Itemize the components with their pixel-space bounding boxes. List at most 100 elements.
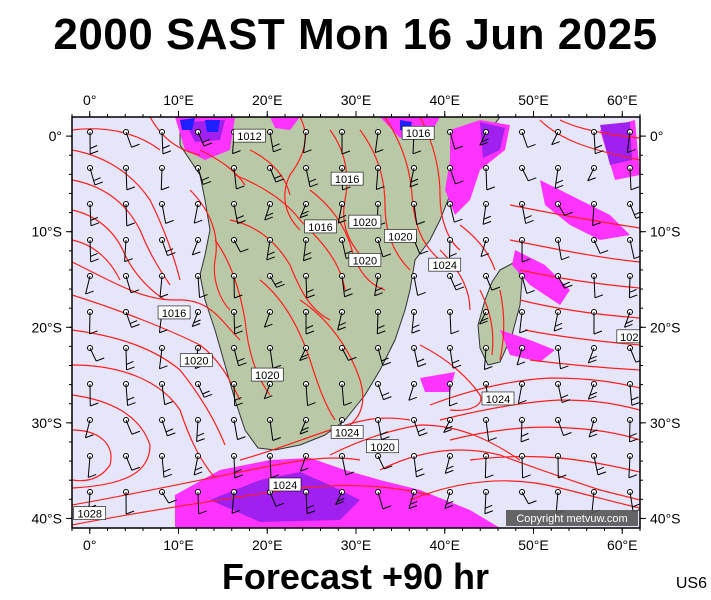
wind-barb [591,201,601,227]
wind-barb-layer [84,129,640,515]
wind-barb [123,309,140,328]
lon-label-top: 60°E [607,92,638,108]
wind-barb [516,345,526,366]
wind-barb [447,129,464,150]
isobar-label: 1016 [304,219,337,234]
wind-barb [480,237,490,258]
wind-barb [159,129,172,155]
wind-barb [624,309,634,328]
wind-barb [591,129,604,155]
wind-barb [519,129,536,148]
lon-label-bottom: 30°E [341,537,372,553]
wind-barb [231,165,245,190]
wind-barb [231,489,241,514]
wind-barb [375,381,392,401]
wind-barb [87,345,105,362]
isobar-label: 1020 [384,229,417,243]
svg-text:1020: 1020 [255,370,279,382]
wind-barb [519,273,535,294]
wind-barb [267,165,285,183]
svg-text:1012: 1012 [237,131,261,143]
wind-barb [374,129,384,154]
wind-barb [483,453,494,479]
wind-barb [587,345,597,364]
wind-barb [159,381,173,406]
wind-barb [299,345,309,362]
lat-label-left: 30°S [31,415,62,431]
wind-barb [519,237,531,263]
isobar-label: 1024 [428,257,462,272]
wind-barb [411,453,425,478]
lon-label-top: 40°E [429,92,460,108]
wind-barb [627,165,640,191]
wind-barb [123,489,135,515]
forecast-label: Forecast +90 hr [221,556,490,597]
wind-barb [627,381,640,406]
svg-text:1016: 1016 [406,128,430,140]
wind-barb [303,489,316,515]
wind-barb [627,237,640,260]
wind-barb [408,489,418,510]
wind-barb [87,165,104,186]
wind-barb [555,453,567,479]
wind-barb [482,201,492,225]
wind-barb [299,417,309,435]
wind-barb [519,417,530,443]
wind-barb [123,129,140,148]
lat-label-left: 40°S [31,510,62,526]
lon-label-top: 10°E [163,92,194,108]
lon-label-top: 20°E [252,92,283,108]
wind-barb [159,165,170,191]
svg-text:1016: 1016 [335,174,359,186]
lat-label-right: 20°S [650,319,681,335]
wind-barb [519,453,531,479]
svg-text:1024: 1024 [335,427,359,439]
wind-barb [411,345,427,368]
svg-text:1016: 1016 [162,308,186,320]
isobar-label: 102 [616,329,640,344]
wind-barb [375,489,392,510]
wind-barb [87,237,99,263]
wind-barb [553,309,563,332]
copyright-box [506,510,638,526]
wind-barb [123,345,135,371]
copyright-text: Copyright metvuw.com [516,513,627,525]
wind-barb [302,237,312,262]
wind-barb [447,309,460,335]
wind-barb [123,417,141,435]
wind-barb [193,453,203,476]
lat-label-right: 10°S [650,224,681,240]
wind-barb [303,165,319,188]
wind-barb [87,309,98,335]
wind-barb [551,129,561,146]
svg-text:1020: 1020 [353,255,377,267]
wind-barb [444,453,454,474]
wind-barb [159,237,176,257]
wind-barb [627,417,638,443]
isobar-label: 1016 [330,171,364,186]
wind-barb [195,417,205,443]
wind-barb [195,489,207,515]
svg-text:1016: 1016 [308,222,332,234]
wind-barb [627,453,638,479]
lon-label-bottom: 40°E [429,537,460,553]
wind-barb [554,165,564,189]
lon-label-bottom: 10°E [163,537,194,553]
wind-barb [447,201,463,223]
wind-barb [339,453,355,476]
wind-barb [123,237,133,263]
svg-text:1020: 1020 [370,442,394,454]
svg-text:1024: 1024 [273,480,297,492]
isobar-label: 1020 [348,214,382,229]
lat-label-left: 10°S [31,224,62,240]
wind-barb [555,273,573,289]
wind-barb [191,309,201,327]
lat-label-right: 30°S [650,415,681,431]
wind-barb [375,345,391,366]
wind-barb [231,237,249,253]
wind-barb [191,237,201,256]
wind-barb [337,309,346,331]
lat-label-left: 20°S [31,319,62,335]
wind-barb [411,417,428,437]
